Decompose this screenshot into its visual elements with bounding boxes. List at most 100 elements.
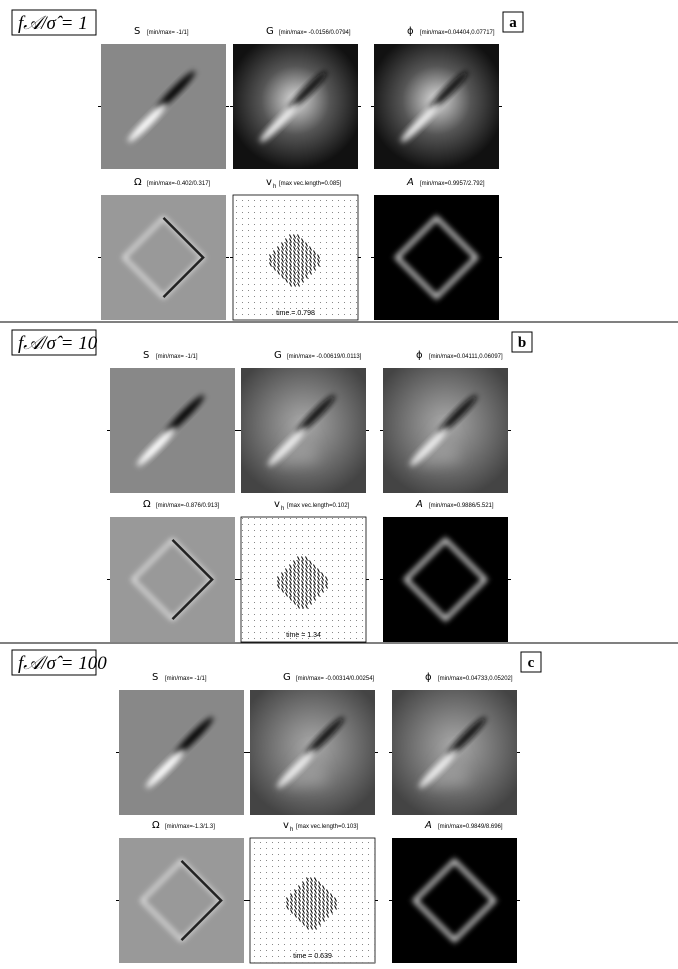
vector-arrow: [301, 254, 304, 259]
vector-arrow: [290, 901, 293, 906]
vector-arrow: [325, 576, 328, 581]
wake: [424, 747, 470, 788]
image-title: v h [max vec.length=0.103]: [283, 820, 359, 833]
vector-arrow: [297, 556, 300, 561]
vector-arrow: [297, 254, 300, 259]
vector-arrow: [310, 909, 313, 914]
vector-arrow: [313, 254, 316, 259]
vector-arrow: [294, 909, 297, 914]
square-shadow: [171, 539, 214, 620]
vector-arrow: [317, 580, 320, 585]
vector-arrow: [285, 266, 288, 271]
vector-arrow: [314, 889, 317, 894]
image-range: [min/max=0.04404,0.07717]: [420, 30, 495, 36]
vector-arrow: [305, 588, 308, 593]
vector-arrow: [289, 254, 292, 259]
image-range: [min/max=0.9886/5.521]: [429, 503, 494, 509]
vector-arrow: [302, 885, 305, 890]
vector-arrow: [305, 258, 308, 263]
vector-arrow: [289, 246, 292, 251]
vector-arrow: [313, 584, 316, 589]
vector-arrow: [289, 266, 292, 271]
image-title: S [min/max= -1/1]: [143, 350, 198, 361]
vector-arrow: [285, 278, 288, 283]
vector-arrow: [317, 588, 320, 593]
dark-bar: [438, 394, 478, 434]
vector-arrow: [306, 917, 309, 922]
image-symbol: v: [283, 820, 289, 831]
vector-arrow: [313, 564, 316, 569]
vector-arrow: [310, 917, 313, 922]
vector-arrow: [285, 568, 288, 573]
image-title: A [min/max=0.9886/5.521]: [415, 499, 494, 510]
vector-arrow: [306, 889, 309, 894]
vector-arrow: [286, 901, 289, 906]
image-range: [min/max=-0.876/0.913]: [156, 503, 220, 509]
vector-arrow: [293, 600, 296, 605]
image-range: [min/max= -1/1]: [147, 30, 189, 36]
vector-arrow: [286, 897, 289, 902]
vector-arrow: [277, 262, 280, 267]
vector-arrow: [301, 596, 304, 601]
vector-arrow: [318, 897, 321, 902]
image-range: [max vec.length=0.102]: [287, 503, 350, 509]
square-glow: [403, 537, 488, 622]
vector-arrow: [305, 556, 308, 561]
vector-arrow: [318, 905, 321, 910]
vector-arrow: [281, 250, 284, 255]
vector-arrow: [305, 568, 308, 573]
vector-arrow: [297, 282, 300, 287]
vector-arrow: [322, 905, 325, 910]
image-range: [min/max= -1/1]: [165, 676, 207, 682]
light-bar: [136, 427, 176, 467]
vector-arrow: [301, 560, 304, 565]
vector-arrow: [289, 576, 292, 581]
image-symbol: S: [143, 350, 149, 361]
vector-arrow: [310, 925, 313, 930]
vector-arrow: [297, 596, 300, 601]
vector-arrow: [289, 568, 292, 573]
vector-arrow: [310, 913, 313, 918]
vector-arrow: [301, 576, 304, 581]
vector-arrow: [277, 576, 280, 581]
vector-arrow: [318, 881, 321, 886]
vector-arrow: [269, 254, 272, 259]
vector-arrow: [309, 270, 312, 275]
vector-arrow: [317, 576, 320, 581]
vector-arrow: [313, 592, 316, 597]
vector-arrow: [301, 238, 304, 243]
vector-arrow: [273, 266, 276, 271]
image-range: [max vec.length=0.103]: [296, 824, 359, 830]
vector-arrow: [294, 889, 297, 894]
vector-arrow: [273, 258, 276, 263]
vector-arrow: [321, 572, 324, 577]
vector-arrow: [310, 885, 313, 890]
vector-arrow: [305, 254, 308, 259]
vector-arrow: [313, 262, 316, 267]
vector-arrow: [281, 576, 284, 581]
vector-arrow: [298, 909, 301, 914]
vector-arrow: [289, 238, 292, 243]
vector-arrow: [309, 250, 312, 255]
vector-arrow: [297, 560, 300, 565]
vector-arrow: [290, 893, 293, 898]
wake: [415, 425, 461, 466]
light-bar: [127, 103, 167, 143]
vector-arrow: [314, 901, 317, 906]
light-bar: [400, 103, 440, 143]
vector-arrow: [289, 592, 292, 597]
image-title: S [min/max= -1/1]: [134, 26, 189, 37]
vector-arrow: [293, 584, 296, 589]
vector-arrow: [310, 889, 313, 894]
vector-arrow: [293, 588, 296, 593]
vector-arrow: [309, 584, 312, 589]
vector-arrow: [301, 242, 304, 247]
light-bar: [409, 427, 449, 467]
vector-arrow: [334, 905, 337, 910]
vector-arrow: [321, 576, 324, 581]
panel-letter: b: [518, 335, 526, 351]
vector-arrow: [273, 250, 276, 255]
vector-arrow: [314, 917, 317, 922]
vector-arrow: [289, 270, 292, 275]
vector-arrow: [306, 905, 309, 910]
